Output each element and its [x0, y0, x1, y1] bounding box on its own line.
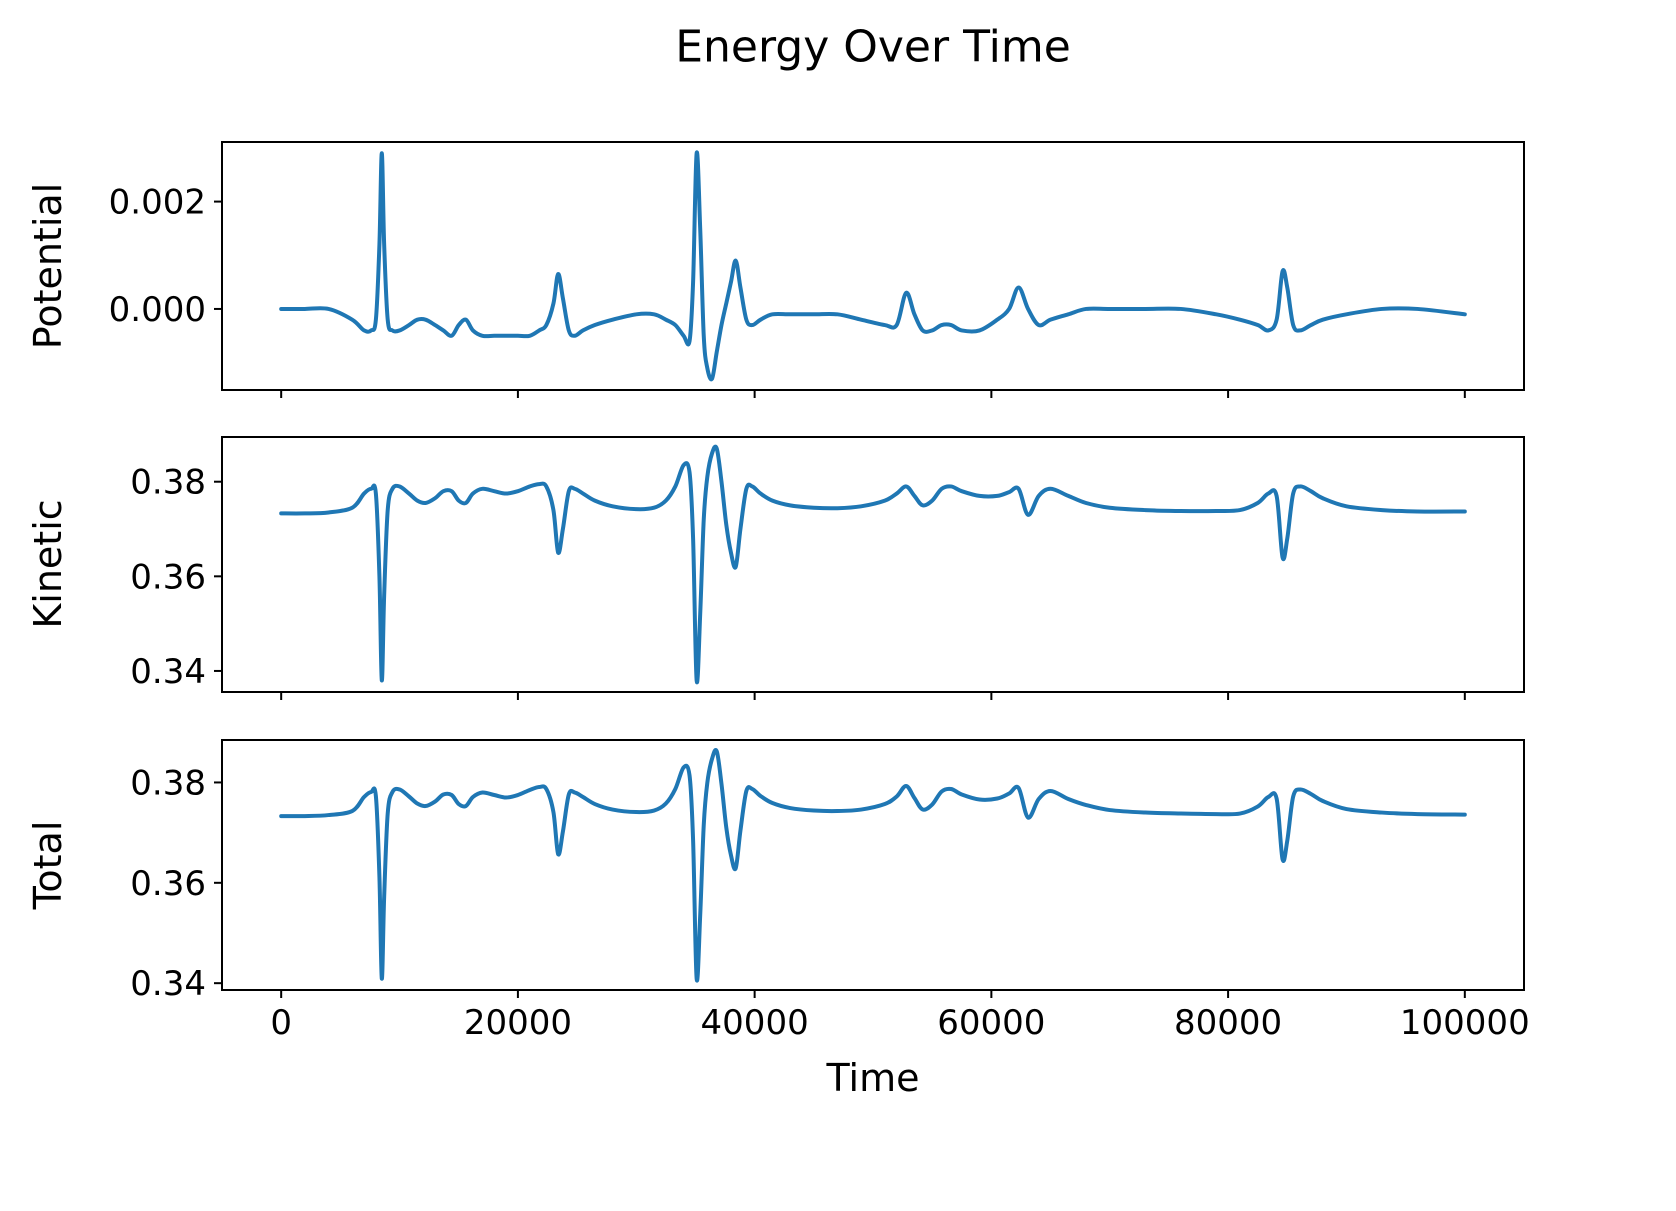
y-tick-label: 0.002	[109, 183, 206, 223]
y-tick-label: 0.34	[130, 652, 206, 692]
total-line-chart: 0 20000 40000 60000 80000 100000 0.34 0.36 0.38	[130, 739, 1530, 1043]
x-tick-label: 20000	[464, 1003, 572, 1043]
y-tick-label: 0.36	[130, 864, 206, 904]
ylabel-kinetic: Kinetic	[26, 499, 70, 629]
x-tick-label: 40000	[701, 1003, 809, 1043]
chart-title: Energy Over Time	[675, 21, 1071, 73]
potential-energy-line	[279, 150, 1467, 382]
y-tick-label: 0.38	[130, 763, 206, 803]
y-tick-label: 0.34	[130, 964, 206, 1004]
x-tick-label: 80000	[1174, 1003, 1282, 1043]
kinetic-energy-line	[279, 444, 1467, 685]
x-tick-label: 60000	[937, 1003, 1045, 1043]
axes-spines	[221, 436, 1525, 693]
y-tick-label: 0.000	[109, 290, 206, 330]
potential-line-chart: 0.000 0.002	[109, 141, 1525, 398]
y-tick-label: 0.36	[130, 557, 206, 597]
x-axis-label: Time	[826, 1056, 920, 1100]
total-energy-line	[279, 748, 1467, 983]
axes-spines	[221, 739, 1525, 991]
x-tick-label: 100000	[1400, 1003, 1530, 1043]
y-tick-label: 0.38	[130, 463, 206, 503]
x-tick-label: 0	[270, 1003, 292, 1043]
ylabel-total: Total	[26, 820, 70, 910]
ylabel-potential: Potential	[26, 182, 70, 350]
axes-spines	[221, 141, 1525, 391]
kinetic-line-chart: 0.34 0.36 0.38	[130, 436, 1525, 700]
